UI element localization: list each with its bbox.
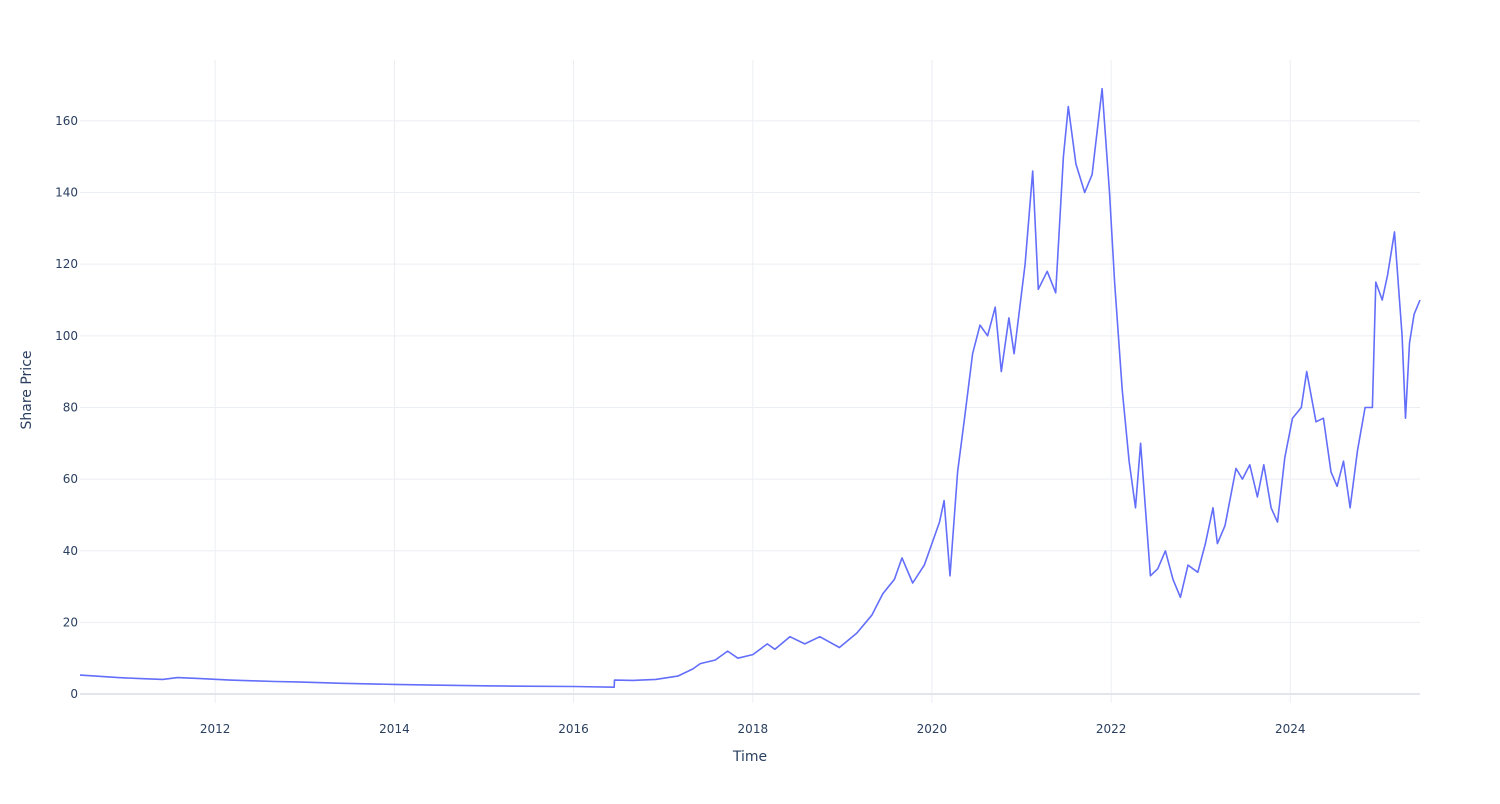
grid-layer <box>80 60 1420 703</box>
x-axis-ticks: 2012 2014 2016 2018 2020 2022 2024 <box>200 722 1306 736</box>
y-axis-title: Share Price <box>19 350 35 429</box>
x-tick-label: 2024 <box>1275 722 1306 736</box>
x-axis-title: Time <box>732 749 767 765</box>
y-tick-label: 100 <box>55 329 78 343</box>
x-tick-label: 2014 <box>379 722 410 736</box>
x-tick-label: 2016 <box>558 722 589 736</box>
y-tick-label: 20 <box>63 615 78 629</box>
x-tick-label: 2018 <box>738 722 769 736</box>
y-tick-label: 140 <box>55 186 78 200</box>
x-tick-label: 2022 <box>1096 722 1127 736</box>
y-tick-label: 60 <box>63 472 78 486</box>
y-tick-label: 160 <box>55 114 78 128</box>
series-layer <box>79 87 1421 689</box>
y-tick-label: 120 <box>55 257 78 271</box>
y-tick-label: 40 <box>63 544 78 558</box>
y-axis-ticks: 0 20 40 60 80 100 120 140 160 <box>55 114 78 701</box>
y-tick-label: 0 <box>70 687 78 701</box>
x-tick-label: 2020 <box>917 722 948 736</box>
share-price-line <box>79 87 1421 689</box>
x-tick-label: 2012 <box>200 722 231 736</box>
y-tick-label: 80 <box>63 400 78 414</box>
